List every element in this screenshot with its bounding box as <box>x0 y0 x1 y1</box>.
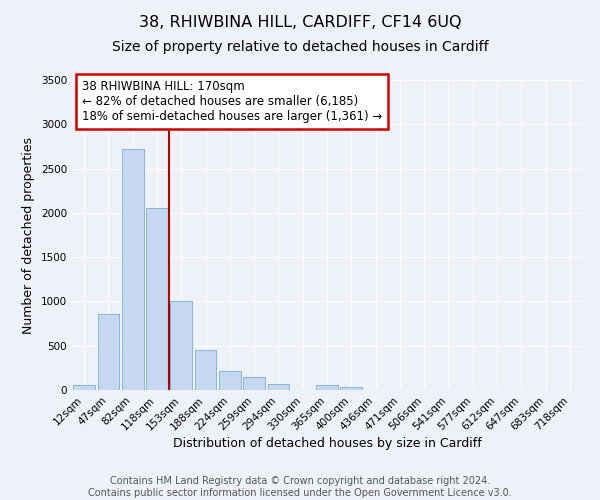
Text: Size of property relative to detached houses in Cardiff: Size of property relative to detached ho… <box>112 40 488 54</box>
Bar <box>340 388 362 390</box>
Bar <box>170 300 192 390</box>
Bar <box>194 350 217 390</box>
Y-axis label: Number of detached properties: Number of detached properties <box>22 136 35 334</box>
Bar <box>219 371 241 390</box>
Text: Contains HM Land Registry data © Crown copyright and database right 2024.
Contai: Contains HM Land Registry data © Crown c… <box>88 476 512 498</box>
Bar <box>122 149 143 390</box>
Bar <box>316 385 338 390</box>
Bar <box>268 384 289 390</box>
Bar <box>73 385 95 390</box>
X-axis label: Distribution of detached houses by size in Cardiff: Distribution of detached houses by size … <box>173 438 481 450</box>
Text: 38 RHIWBINA HILL: 170sqm
← 82% of detached houses are smaller (6,185)
18% of sem: 38 RHIWBINA HILL: 170sqm ← 82% of detach… <box>82 80 382 123</box>
Text: 38, RHIWBINA HILL, CARDIFF, CF14 6UQ: 38, RHIWBINA HILL, CARDIFF, CF14 6UQ <box>139 15 461 30</box>
Bar <box>146 208 168 390</box>
Bar <box>97 314 119 390</box>
Bar <box>243 377 265 390</box>
